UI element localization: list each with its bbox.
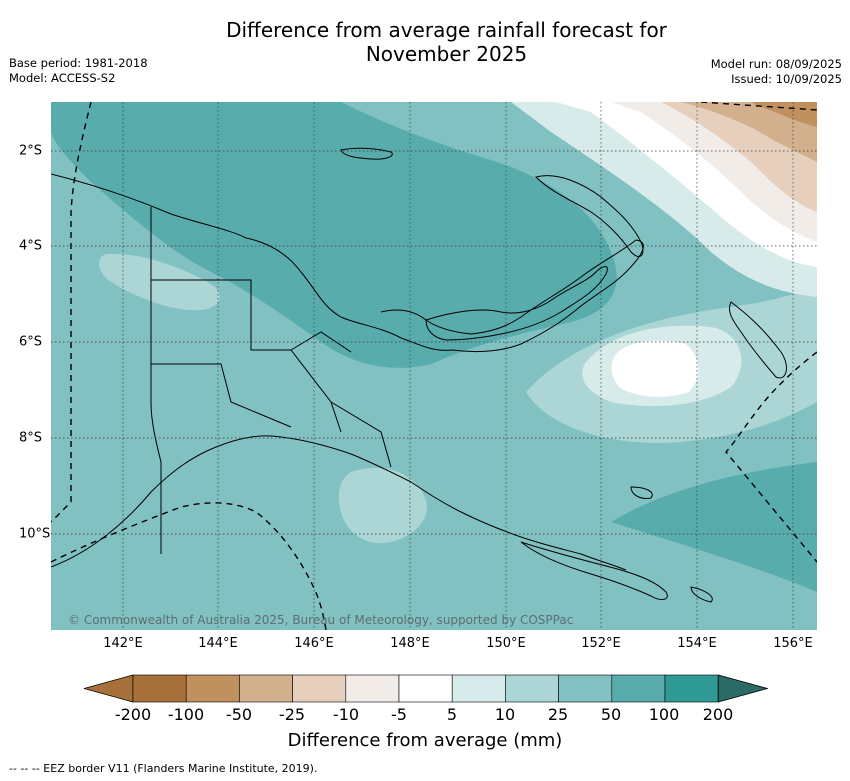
zone-10-25-southwest [338,467,427,544]
colorbar-segment [398,674,453,703]
colorbar-segment [558,674,613,703]
lon-tick-144: 144°E [198,636,238,651]
cb-tick-minus100: -100 [167,705,205,724]
lat-tick-10s: 10°S [19,526,51,542]
province-lines [151,279,392,468]
cb-tick-50: 50 [600,705,622,724]
lon-tick-154: 154°E [677,636,717,651]
bougainville [728,301,787,379]
colorbar [84,674,768,703]
colorbar-segment [239,674,293,703]
meta-left: Base period: 1981-2018 Model: ACCESS-S2 [9,56,148,86]
zone-50-100-north [51,102,617,368]
title-line-1: Difference from average rainfall forecas… [226,18,667,42]
louisiade-archipelago [520,541,668,600]
colorbar-segment [345,674,400,703]
zone-50-100-southeast [611,462,817,592]
cb-tick-minus200: -200 [114,705,152,724]
colorbar-segment [185,674,240,703]
colorbar-segment [292,674,347,703]
cb-tick-200: 200 [702,705,734,724]
cb-tick-25: 25 [547,705,569,724]
coastlines [51,147,787,603]
cb-tick-minus5: -5 [391,705,407,724]
zone-minus50-minus25 [666,102,817,162]
issued-date: Issued: 10/09/2025 [731,72,842,86]
colorbar-segment [505,674,559,703]
eez-borders [51,102,817,630]
colorbar-segment [664,674,719,703]
zone-neutral-hole [611,340,699,397]
cb-tick-minus25: -25 [278,705,306,724]
base-period: Base period: 1981-2018 [9,56,148,70]
colorbar-label: Difference from average (mm) [287,730,563,751]
colorbar-boxes [84,674,768,703]
rainfall-map [51,102,817,630]
solomon-islands [630,486,713,603]
lat-tick-6s: 6°S [19,334,43,350]
model-name: Model: ACCESS-S2 [9,71,116,85]
eez-east [725,351,817,563]
model-run: Model run: 08/09/2025 [710,57,842,71]
colorbar-segment [132,674,187,703]
new-britain [425,266,608,341]
copyright-notice: © Commonwealth of Australia 2025, Bureau… [68,613,574,627]
zone-10-25-west [99,253,220,311]
lon-tick-156: 156°E [773,636,813,651]
lon-tick-150: 150°E [486,636,526,651]
cb-tick-100: 100 [648,705,680,724]
new-guinea-north-coast [51,173,644,353]
eez-southwest [51,502,327,630]
meta-right: Model run: 08/09/2025 Issued: 10/09/2025 [711,57,842,87]
cb-tick-5: 5 [446,705,458,724]
new-ireland [535,175,644,257]
cb-tick-10: 10 [494,705,516,724]
lon-tick-142: 142°E [103,636,143,651]
cb-tick-minus10: -10 [332,705,360,724]
map-title: Difference from average rainfall forecas… [0,18,850,66]
manus-island [340,147,393,160]
eez-northeast [700,102,817,111]
colorbar-extend-high [717,674,768,703]
eez-legend: -- -- -- EEZ border V11 (Flanders Marine… [9,762,318,775]
lon-tick-152: 152°E [581,636,621,651]
title-line-2: November 2025 [365,42,528,66]
graticule [51,102,817,630]
lon-tick-146: 146°E [294,636,334,651]
lat-tick-8s: 8°S [19,430,43,446]
cb-tick-minus50: -50 [225,705,253,724]
eez-west [51,102,92,523]
colorbar-segment [611,674,666,703]
colorbar-extend-low [84,674,134,703]
lon-tick-148: 148°E [390,636,430,651]
lat-tick-2s: 2°S [19,143,43,159]
colorbar-segment [451,674,506,703]
border-png-indonesia [150,207,162,554]
lat-tick-4s: 4°S [19,238,43,254]
